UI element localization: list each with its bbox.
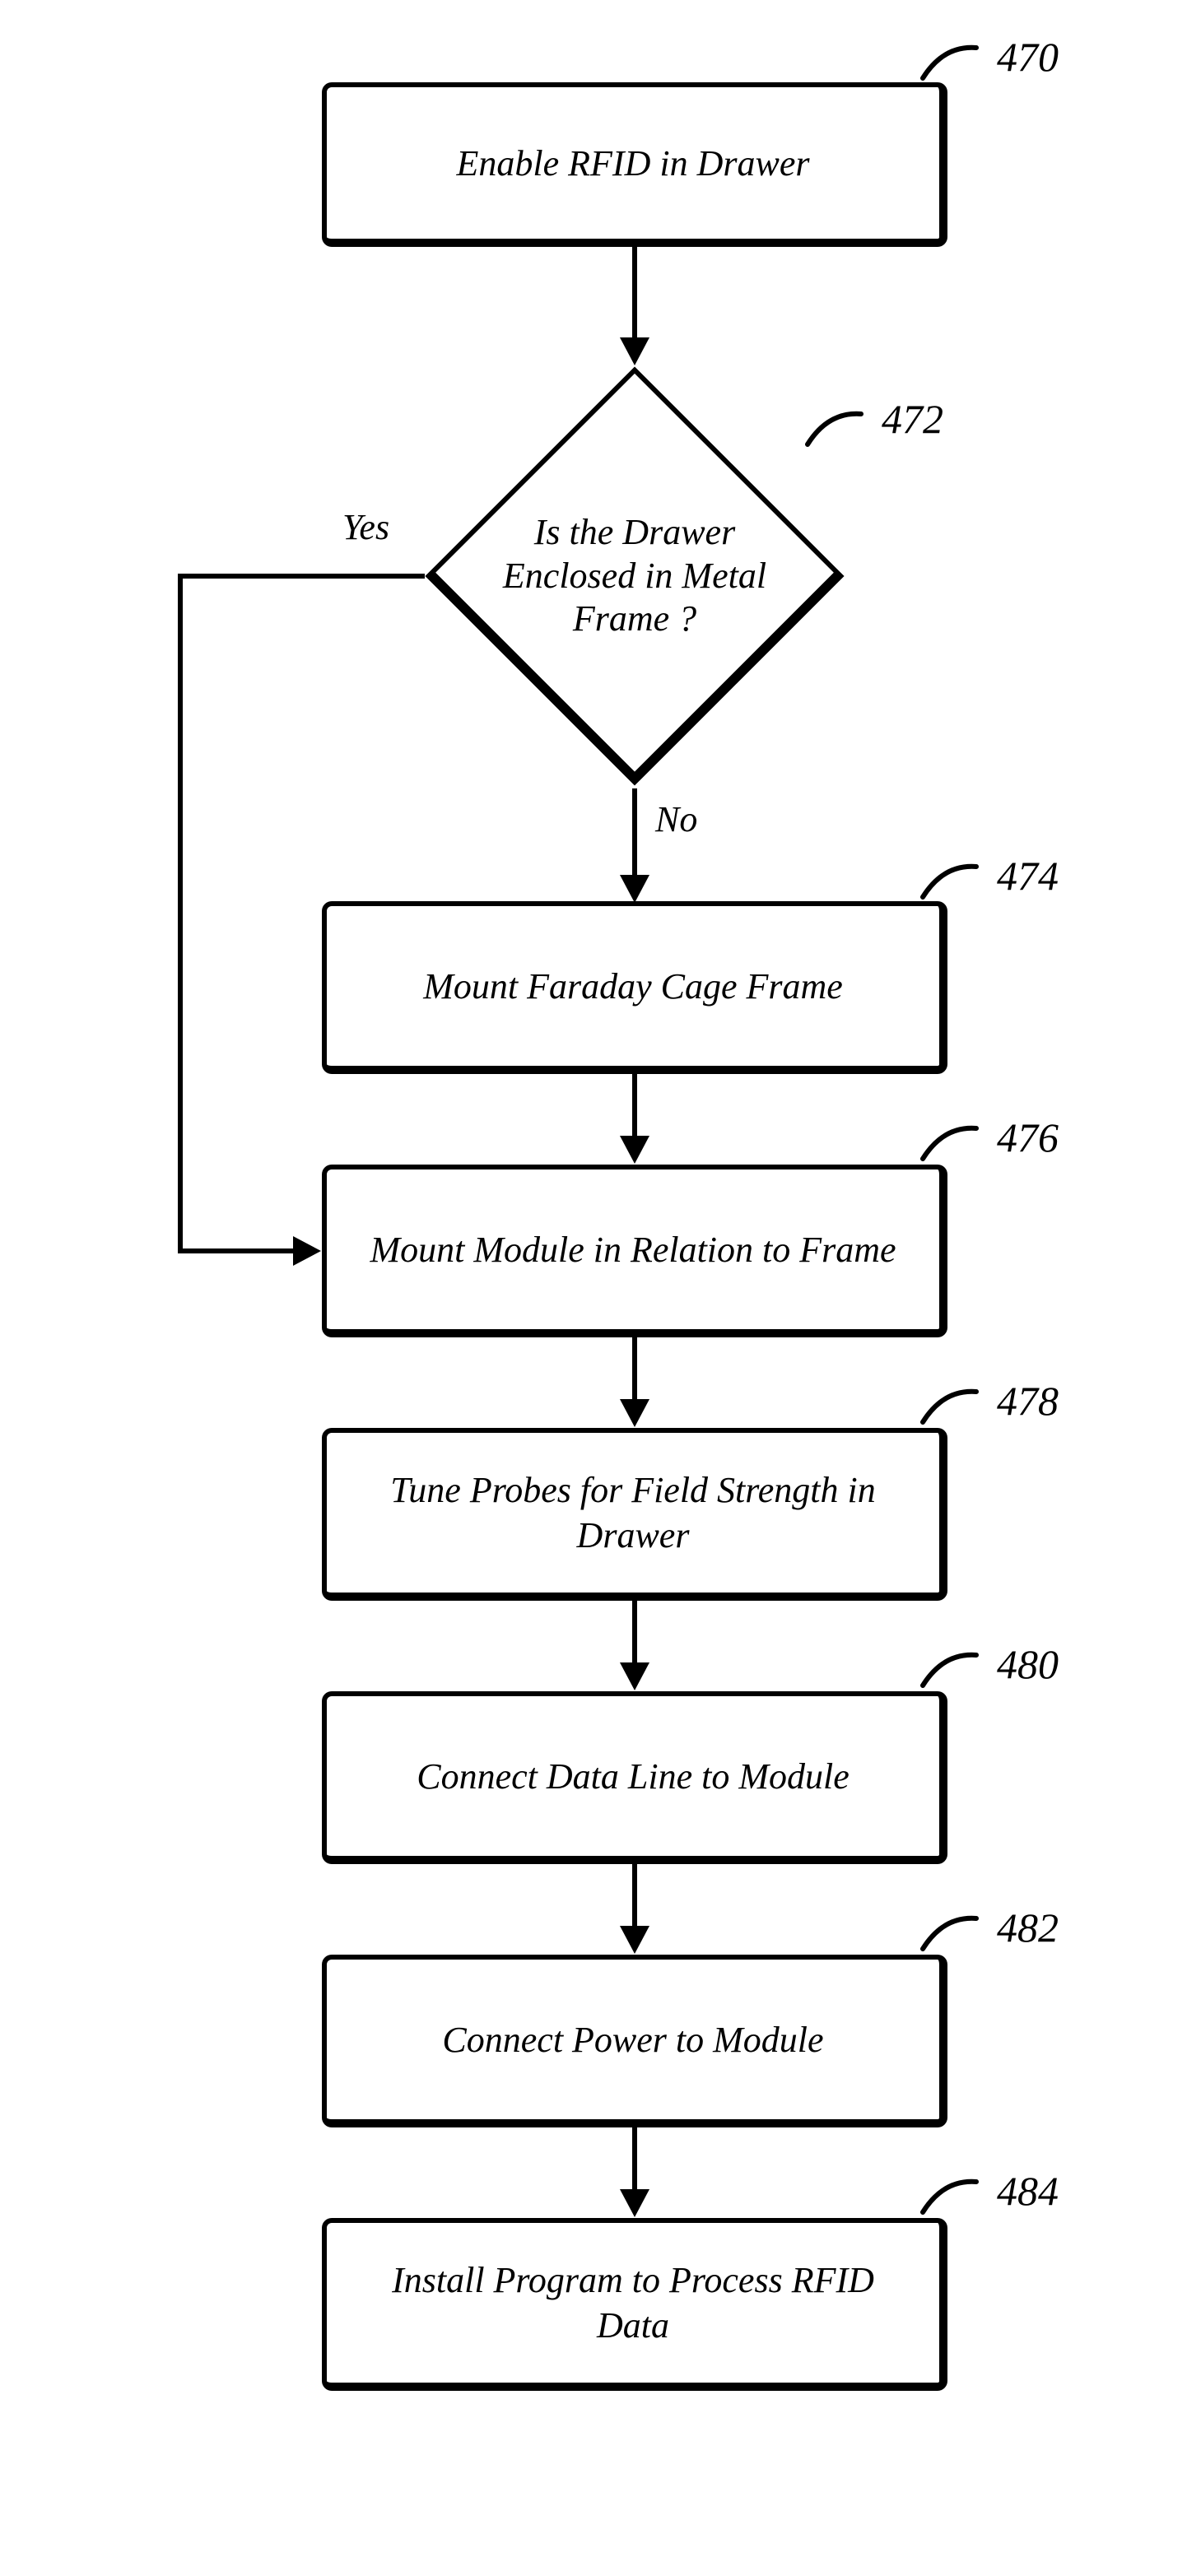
edge-482-484-head <box>620 2189 649 2217</box>
edge-478-480-head <box>620 1662 649 1690</box>
edge-472-474 <box>632 788 637 879</box>
node-474: Mount Faraday Cage Frame <box>322 901 947 1074</box>
edge-472-476-head <box>293 1236 321 1266</box>
ref-472-num: 472 <box>882 395 943 443</box>
ref-484 <box>919 2175 993 2216</box>
edge-472-474-head <box>620 875 649 903</box>
node-476: Mount Module in Relation to Frame <box>322 1165 947 1337</box>
edge-470-472 <box>632 247 637 342</box>
ref-470-num: 470 <box>997 33 1059 81</box>
ref-476-num: 476 <box>997 1114 1059 1161</box>
edge-480-482-head <box>620 1926 649 1954</box>
edge-472-476-h2 <box>178 1248 297 1253</box>
edge-480-482 <box>632 1864 637 1930</box>
ref-482 <box>919 1912 993 1953</box>
node-474-text: Mount Faraday Cage Frame <box>423 964 843 1009</box>
node-470-text: Enable RFID in Drawer <box>457 141 810 186</box>
edge-482-484 <box>632 2127 637 2193</box>
node-484: Install Program to Process RFID Data <box>322 2218 947 2391</box>
node-480-text: Connect Data Line to Module <box>417 1754 850 1799</box>
flowchart-canvas: Enable RFID in Drawer 470 Is the Drawer … <box>17 33 1170 2543</box>
ref-478-num: 478 <box>997 1377 1059 1425</box>
ref-470 <box>919 41 993 82</box>
node-478: Tune Probes for Field Strength in Drawer <box>322 1428 947 1601</box>
node-482-text: Connect Power to Module <box>442 2017 823 2062</box>
node-482: Connect Power to Module <box>322 1955 947 2127</box>
ref-482-num: 482 <box>997 1904 1059 1951</box>
edge-474-476-head <box>620 1136 649 1164</box>
node-480: Connect Data Line to Module <box>322 1691 947 1864</box>
ref-480-num: 480 <box>997 1640 1059 1688</box>
node-478-text: Tune Probes for Field Strength in Drawer <box>351 1467 915 1558</box>
node-472: Is the Drawer Enclosed in Metal Frame ? <box>421 362 849 790</box>
edge-474-476 <box>632 1074 637 1140</box>
ref-474 <box>919 860 993 901</box>
node-470: Enable RFID in Drawer <box>322 82 947 247</box>
ref-478 <box>919 1385 993 1426</box>
node-484-text: Install Program to Process RFID Data <box>351 2257 915 2348</box>
edge-478-480 <box>632 1601 637 1667</box>
edge-476-478 <box>632 1337 637 1403</box>
ref-472 <box>803 407 877 449</box>
edge-470-472-head <box>620 337 649 365</box>
ref-474-num: 474 <box>997 852 1059 900</box>
edge-472-476-v <box>178 574 183 1251</box>
node-476-text: Mount Module in Relation to Frame <box>370 1227 896 1272</box>
node-472-text: Is the Drawer Enclosed in Metal Frame ? <box>495 511 775 641</box>
edge-472-476-h1 <box>178 574 425 579</box>
ref-480 <box>919 1648 993 1690</box>
ref-484-num: 484 <box>997 2167 1059 2215</box>
edge-476-478-head <box>620 1399 649 1427</box>
ref-476 <box>919 1122 993 1163</box>
label-no: No <box>655 798 697 840</box>
label-yes: Yes <box>342 506 389 548</box>
